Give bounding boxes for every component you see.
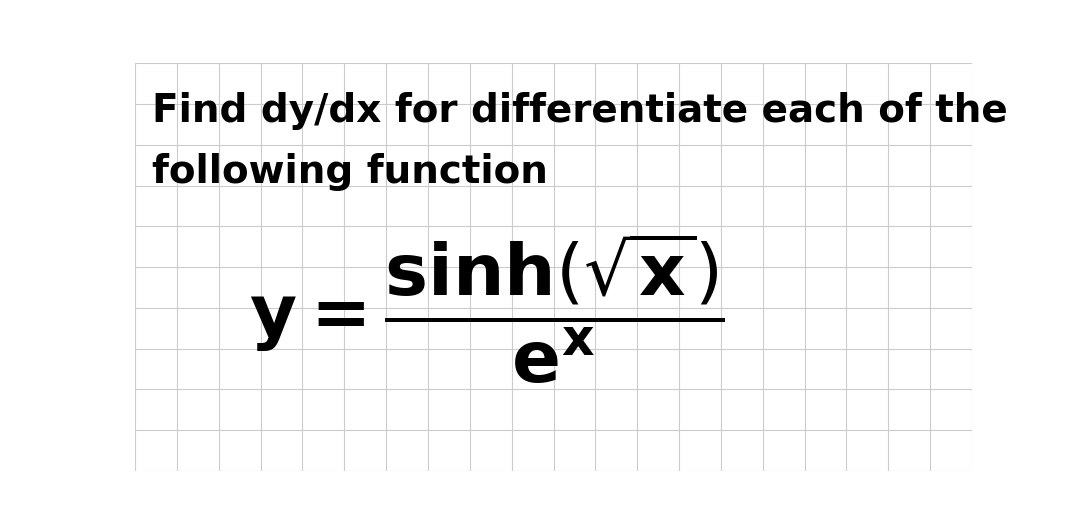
Text: $\mathbf{y = \dfrac{sinh\left(\sqrt{x}\right)}{e^{x}}}$: $\mathbf{y = \dfrac{sinh\left(\sqrt{x}\r… <box>248 230 725 386</box>
Text: following function: following function <box>151 153 548 191</box>
Text: Find dy/dx for differentiate each of the: Find dy/dx for differentiate each of the <box>151 92 1008 130</box>
